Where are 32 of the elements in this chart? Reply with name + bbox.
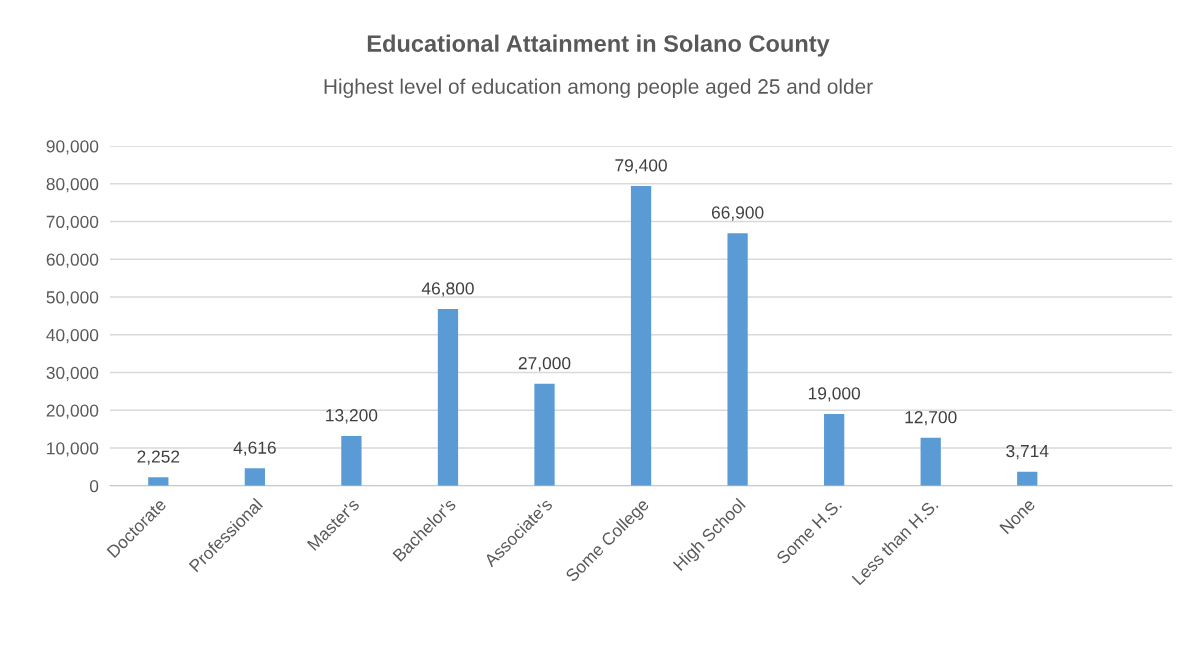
y-tick-label: 90,000: [46, 140, 99, 155]
bar: [727, 233, 748, 486]
bar: [437, 309, 459, 486]
bar: [341, 435, 362, 486]
data-label: 12,700: [905, 411, 957, 426]
y-tick-label: 70,000: [46, 215, 99, 231]
bar: [920, 437, 941, 486]
bar: [824, 414, 845, 486]
data-label: 46,800: [421, 282, 474, 297]
y-tick-label: 80,000: [46, 177, 99, 193]
chart-subtitle: Highest level of education among people aged 25 and older: [324, 78, 873, 98]
bar: [148, 477, 169, 486]
y-tick-label: 10,000: [47, 442, 99, 457]
y-tick-label: 20,000: [46, 404, 99, 419]
data-label: 13,200: [326, 409, 378, 424]
bar: [1017, 471, 1038, 486]
data-label: 4,616: [233, 441, 276, 456]
data-label: 79,400: [615, 159, 667, 174]
bar: [534, 383, 555, 486]
data-label: 2,252: [137, 450, 180, 465]
data-label: 27,000: [518, 357, 571, 372]
data-label: 66,900: [711, 206, 764, 221]
y-tick-label: 60,000: [46, 253, 99, 268]
y-tick-label: 30,000: [46, 366, 99, 382]
bar: [244, 468, 265, 486]
y-tick-label: 0: [89, 479, 99, 493]
chart-title: Educational Attainment in Solano County: [367, 34, 830, 57]
y-tick-label: 50,000: [46, 291, 99, 306]
data-label: 19,000: [808, 387, 861, 402]
y-tick-label: 40,000: [46, 328, 99, 344]
data-label: 3,714: [1006, 444, 1049, 460]
bar: [630, 186, 652, 486]
